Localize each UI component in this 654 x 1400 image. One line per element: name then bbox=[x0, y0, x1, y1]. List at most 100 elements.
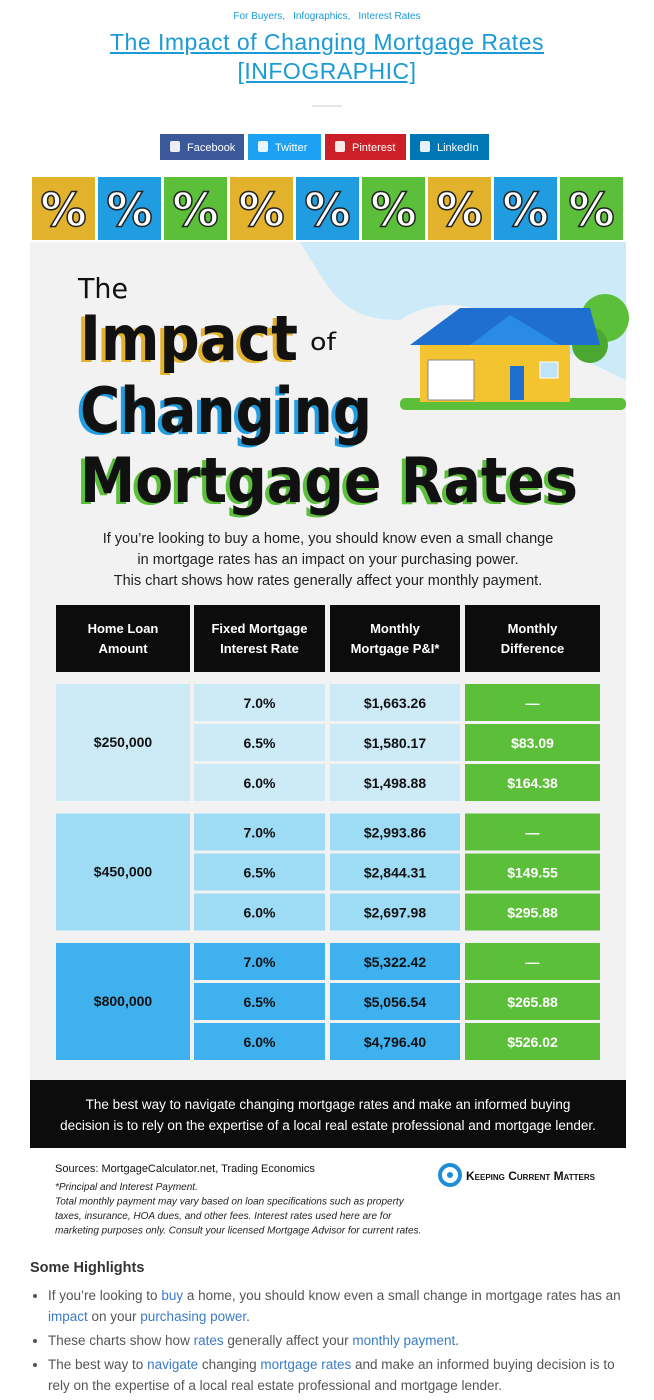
text: on your bbox=[87, 1309, 141, 1324]
cell bbox=[194, 853, 325, 891]
tile-glyph: % bbox=[502, 183, 548, 237]
intro-line: This chart shows how rates generally aff… bbox=[114, 573, 543, 589]
header-text: Fixed Mortgage bbox=[211, 621, 307, 636]
intro-line: in mortgage rates has an impact on your … bbox=[137, 552, 518, 568]
heading: Changing bbox=[80, 374, 372, 447]
difference: — bbox=[526, 954, 540, 970]
cell bbox=[194, 1023, 325, 1060]
cell bbox=[194, 813, 325, 851]
share-icon bbox=[420, 141, 430, 152]
link[interactable]: monthly payment bbox=[352, 1333, 456, 1348]
cell-text: $5,322.42 bbox=[364, 954, 426, 970]
header-text: Mortgage P&I* bbox=[351, 641, 441, 656]
heading-shadow: Impact bbox=[76, 304, 294, 377]
cell bbox=[194, 724, 325, 761]
footer-bg bbox=[30, 1148, 626, 1246]
note: marketing purposes only. Consult your li… bbox=[55, 1226, 421, 1237]
highlight: The best way to navigate changing mortga… bbox=[48, 1354, 630, 1396]
sky bbox=[300, 242, 626, 380]
text: and make an informed buying decision is … bbox=[48, 1357, 615, 1393]
difference: $526.02 bbox=[507, 1034, 558, 1050]
cell-text: $1,498.88 bbox=[364, 775, 426, 791]
cell-text: $5,056.54 bbox=[364, 994, 426, 1010]
difference-cell bbox=[465, 813, 600, 851]
link[interactable]: impact bbox=[48, 1309, 88, 1324]
difference: $265.88 bbox=[507, 994, 558, 1010]
header-text: Monthly bbox=[508, 621, 559, 636]
cell-text: 6.5% bbox=[244, 865, 276, 881]
share-label: Facebook bbox=[187, 142, 236, 154]
difference-cell bbox=[465, 684, 600, 721]
cell-text: 6.5% bbox=[244, 994, 276, 1010]
post-title[interactable]: The Impact of Changing Mortgage Rates [I… bbox=[109, 29, 544, 84]
difference-cell bbox=[465, 853, 600, 891]
text: The best way to bbox=[48, 1357, 148, 1372]
tile-glyph: % bbox=[304, 183, 350, 237]
difference-cell bbox=[465, 724, 600, 761]
logo-icon bbox=[447, 1172, 453, 1178]
tile bbox=[494, 177, 557, 240]
tile bbox=[98, 177, 161, 240]
cell-text: 6.5% bbox=[244, 735, 276, 751]
category-link[interactable]: Infographics, bbox=[293, 11, 351, 22]
logo-icon bbox=[438, 1163, 462, 1187]
text: These charts show how bbox=[48, 1333, 194, 1348]
difference: — bbox=[526, 825, 540, 841]
header-cell bbox=[330, 605, 460, 672]
note: Total monthly payment may vary based on … bbox=[55, 1197, 405, 1208]
header-cell bbox=[465, 605, 600, 672]
cell-text: $1,580.17 bbox=[364, 735, 426, 751]
tile-glyph: % bbox=[238, 183, 284, 237]
amount: $450,000 bbox=[94, 864, 153, 880]
highlights-list: If you’re looking to buy a home, you sho… bbox=[30, 1285, 630, 1396]
link[interactable]: mortgage rates bbox=[260, 1357, 352, 1372]
heading-shadow: Mortgage Rates bbox=[76, 446, 574, 519]
cell-text: $2,844.31 bbox=[364, 865, 426, 881]
cta-band bbox=[30, 1080, 626, 1148]
logo: Keeping Current Matters bbox=[466, 1169, 596, 1183]
category-link[interactable]: For Buyers, bbox=[233, 11, 286, 22]
cell bbox=[330, 853, 460, 891]
cell bbox=[330, 764, 460, 801]
tile bbox=[296, 177, 359, 240]
link[interactable]: navigate bbox=[147, 1357, 199, 1372]
cell bbox=[330, 724, 460, 761]
tile-glyph: % bbox=[40, 183, 86, 237]
intro-line: If you’re looking to buy a home, you sho… bbox=[103, 531, 554, 547]
tile bbox=[32, 177, 95, 240]
tile bbox=[428, 177, 491, 240]
highlight: If you’re looking to buy a home, you sho… bbox=[48, 1285, 630, 1327]
tile-glyph: % bbox=[172, 183, 218, 237]
difference-cell bbox=[465, 983, 600, 1020]
link[interactable]: buy bbox=[161, 1288, 184, 1303]
text: a home, you should know even a small cha… bbox=[183, 1288, 621, 1303]
share-label: LinkedIn bbox=[437, 142, 479, 154]
tile bbox=[230, 177, 293, 240]
cell-text: 6.0% bbox=[244, 905, 276, 921]
header-text: Amount bbox=[98, 641, 148, 656]
cell bbox=[330, 684, 460, 721]
amount-cell bbox=[56, 684, 190, 801]
note: taxes, insurance, HOA dues, and other fe… bbox=[55, 1211, 392, 1222]
amount-cell bbox=[56, 943, 190, 1060]
category-link[interactable]: Interest Rates bbox=[358, 11, 421, 22]
cell bbox=[330, 983, 460, 1020]
difference: $295.88 bbox=[507, 905, 558, 921]
cell-text: $1,663.26 bbox=[364, 695, 426, 711]
cell bbox=[194, 983, 325, 1020]
tile bbox=[560, 177, 623, 240]
tile bbox=[164, 177, 227, 240]
note: *Principal and Interest Payment. bbox=[55, 1182, 198, 1193]
door bbox=[510, 366, 524, 400]
difference: $149.55 bbox=[507, 865, 558, 881]
text: If you’re looking to bbox=[48, 1288, 162, 1303]
cell-text: $4,796.40 bbox=[364, 1034, 426, 1050]
header-text: Monthly bbox=[370, 621, 421, 636]
categories: For Buyers, Infographics, Interest Rates bbox=[0, 11, 654, 22]
roof-front bbox=[470, 315, 560, 345]
cell-text: $2,697.98 bbox=[364, 905, 426, 921]
link[interactable]: purchasing power bbox=[140, 1309, 247, 1324]
link[interactable]: rates bbox=[193, 1333, 224, 1348]
cell-text: $2,993.86 bbox=[364, 825, 426, 841]
difference: $83.09 bbox=[511, 735, 554, 751]
